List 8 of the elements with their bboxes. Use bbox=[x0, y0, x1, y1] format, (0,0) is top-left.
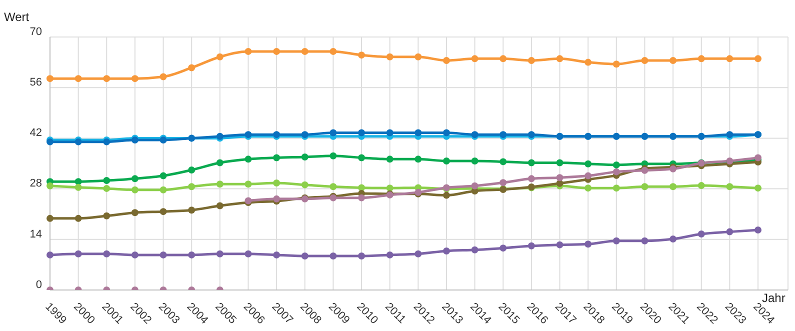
y-tick-label: 14 bbox=[30, 228, 42, 240]
y-tick-label: 0 bbox=[36, 278, 42, 291]
y-tick-label: 28 bbox=[30, 178, 42, 190]
x-axis-title: Jahr bbox=[762, 291, 786, 305]
y-axis-title: Wert bbox=[4, 10, 30, 24]
y-tick-label: 42 bbox=[30, 127, 42, 140]
y-tick-label: 56 bbox=[30, 76, 42, 89]
y-tick-label: 70 bbox=[30, 26, 42, 38]
